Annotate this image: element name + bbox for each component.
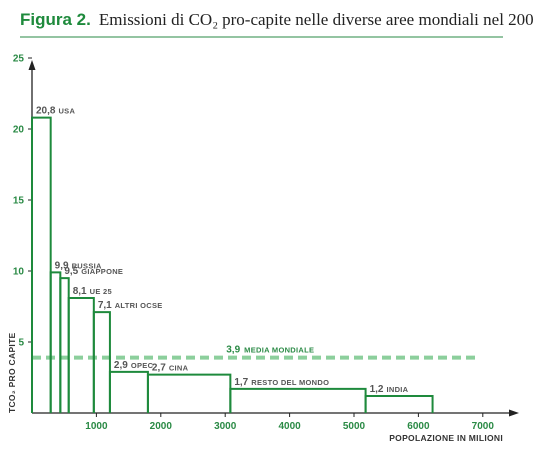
figure-label: Figura 2. (20, 10, 91, 29)
bar-label-giappone: 9,5 GIAPPONE (64, 266, 123, 277)
bars (31, 116, 434, 413)
title-co2: CO₂ (189, 10, 219, 29)
bar-value-label: 7,1 (98, 300, 112, 311)
bar-india (364, 394, 434, 413)
bar-usa (31, 116, 52, 413)
x-tick-label: 5000 (343, 421, 366, 432)
bar-name-label: USA (58, 107, 75, 116)
bar-name-label: GIAPPONE (81, 267, 123, 276)
x-tick-label: 1000 (85, 421, 108, 432)
bar-opec (108, 370, 149, 413)
y-tick-label: 15 (13, 196, 25, 207)
y-axis-label: TCO₂ PRO CAPITE (7, 332, 17, 413)
bar-name-label: CINA (169, 364, 189, 373)
bar-value-label: 9,5 (64, 266, 78, 277)
x-tick-label: 7000 (472, 421, 495, 432)
average-value-label: 3,9 (226, 345, 240, 356)
bar-name-label: INDIA (386, 385, 408, 394)
bar-russia (49, 271, 62, 413)
x-axis-label: POPOLAZIONE IN MILIONI (389, 433, 503, 443)
chart-title: Figura 2. Emissioni di CO₂ pro-capite ne… (20, 10, 534, 29)
bar-ue-25 (67, 296, 95, 413)
bar-value-label: 1,2 (370, 384, 384, 395)
x-tick-label: 3000 (214, 421, 237, 432)
bar-value-label: 8,1 (73, 286, 87, 297)
bar-name-label: OPEC (131, 361, 154, 370)
bar-value-label: 9,9 (55, 260, 69, 271)
x-axis-arrow-icon (509, 409, 519, 417)
bar-name-label: UE 25 (90, 287, 112, 296)
title-text-before: Emissioni di (99, 10, 189, 29)
bar-name-label: ALTRI OCSE (115, 301, 163, 310)
bar-value-label: 20,8 (36, 106, 56, 117)
bar-altri-ocse (92, 311, 111, 413)
bar-label-altri-ocse: 7,1 ALTRI OCSE (98, 300, 163, 311)
x-tick-label: 2000 (150, 421, 173, 432)
bar-label-opec: 2,9 OPEC (114, 360, 154, 371)
bar-label-ue-25: 8,1 UE 25 (73, 286, 112, 297)
bar-label-usa: 20,8 USA (36, 106, 75, 117)
bar-value-label: 2,7 (152, 363, 166, 374)
axes (28, 60, 519, 417)
bar-value-label: 2,9 (114, 360, 128, 371)
bar-resto-del-mondo (229, 387, 367, 413)
x-tick-label: 6000 (407, 421, 430, 432)
average-label: 3,9 MEDIA MONDIALE (226, 345, 314, 356)
y-tick-label: 25 (13, 54, 25, 65)
average-layer: 3,9 MEDIA MONDIALE (32, 345, 480, 360)
y-axis-arrow-icon (28, 60, 36, 70)
bar-label-resto-del-mondo: 1,7 RESTO DEL MONDO (234, 377, 329, 388)
bar-label-india: 1,2 INDIA (370, 384, 409, 395)
bar-label-russia: 9,9 RUSSIA (55, 260, 102, 271)
x-tick-label: 4000 (278, 421, 301, 432)
y-tick-label: 20 (13, 125, 25, 136)
y-tick-label: 5 (18, 338, 24, 349)
y-tick-label: 10 (13, 267, 25, 278)
x-ticks: 1000 2000 3000 4000 5000 6000 7000 (85, 413, 494, 432)
average-name-label: MEDIA MONDIALE (244, 346, 314, 355)
bar-name-label: RUSSIA (72, 261, 102, 270)
bar-label-cina: 2,7 CINA (152, 363, 189, 374)
bar-name-label: RESTO DEL MONDO (251, 378, 329, 387)
y-ticks: 5 10 15 20 25 (13, 54, 32, 349)
title-text-after: pro-capite nelle diverse aree mondiali n… (222, 10, 534, 29)
bar-cina (146, 373, 232, 413)
bar-giappone (59, 277, 70, 413)
bar-value-label: 1,7 (234, 377, 248, 388)
